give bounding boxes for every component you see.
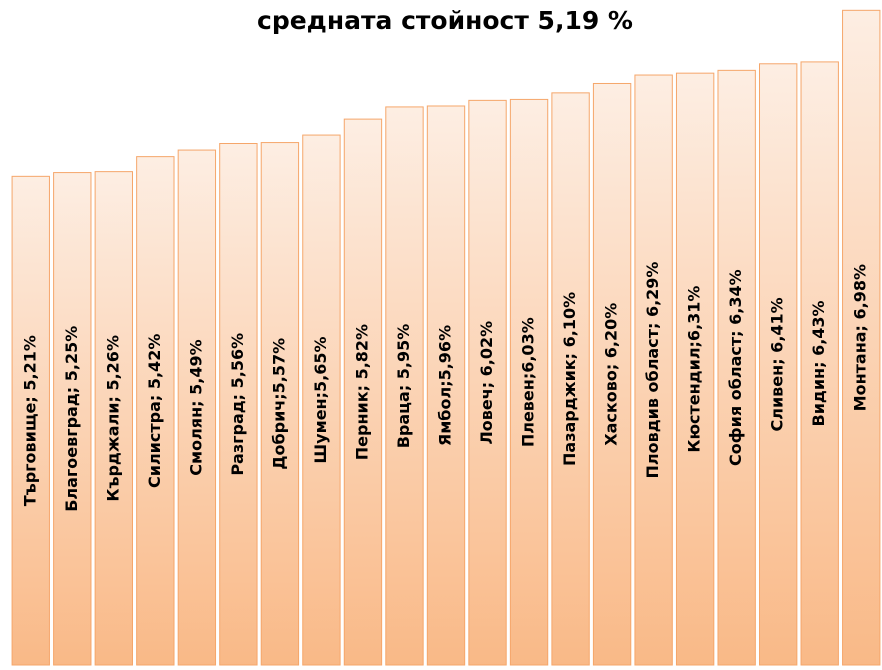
bar [468, 99, 507, 666]
bar [842, 9, 881, 666]
data-label: Силистра; 5,42% [145, 334, 164, 488]
bar [94, 171, 133, 666]
bar [260, 142, 300, 666]
bar [759, 63, 798, 666]
data-label: Ямбол;5,96% [436, 325, 455, 446]
data-label: Кюстендил;6,31% [685, 286, 704, 453]
data-label: Благоевград; 5,25% [62, 326, 81, 512]
bar [426, 105, 466, 666]
bar [675, 72, 715, 666]
data-label: Монтана; 6,98% [851, 264, 870, 411]
data-label: Враца; 5,95% [394, 324, 413, 449]
bar [385, 106, 424, 666]
data-label: Търговище; 5,21% [20, 335, 39, 506]
bar [800, 61, 839, 666]
data-label: Перник; 5,82% [352, 324, 371, 460]
bar [592, 82, 632, 666]
data-label: София област; 6,34% [726, 269, 745, 466]
data-label: Кърджали; 5,26% [103, 335, 122, 502]
data-label: Плевен;6,03% [519, 317, 538, 447]
bar [634, 74, 673, 666]
data-label: Шумен;5,65% [311, 336, 330, 463]
bar [343, 118, 383, 666]
bar [302, 134, 341, 666]
data-label: Смолян; 5,49% [186, 339, 205, 475]
bar [551, 92, 590, 666]
data-label: Разград; 5,56% [228, 333, 247, 476]
bar [177, 149, 217, 666]
bar [53, 172, 92, 666]
bar [219, 143, 258, 666]
bar [717, 69, 756, 666]
chart-title: средната стойност 5,19 % [257, 6, 633, 35]
data-label: Добрич;5,57% [269, 338, 288, 470]
data-label: Пазарджик; 6,10% [560, 292, 579, 466]
data-label: Пловдив област; 6,29% [643, 262, 662, 479]
data-label: Ловеч; 6,02% [477, 321, 496, 445]
data-label: Видин; 6,43% [809, 300, 828, 426]
data-label: Хасково; 6,20% [602, 303, 621, 446]
bar [136, 156, 175, 666]
bar [509, 98, 549, 666]
bar [11, 175, 50, 666]
data-label: Сливен; 6,41% [768, 297, 787, 431]
